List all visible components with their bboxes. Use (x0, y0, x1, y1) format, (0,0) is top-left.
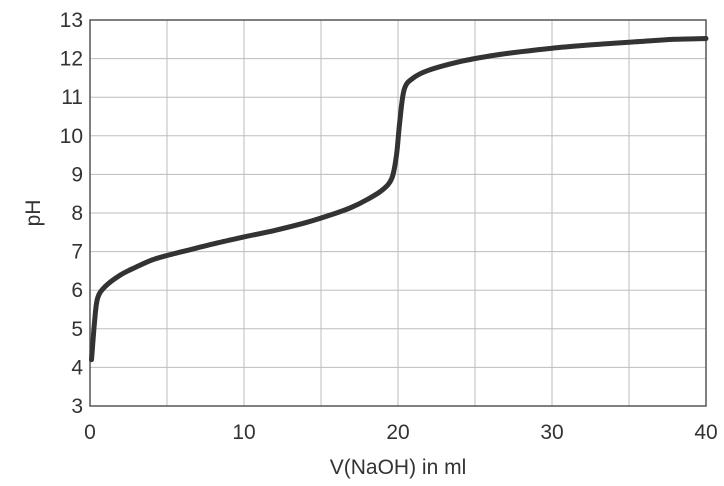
x-axis-label: V(NaOH) in ml (330, 456, 467, 479)
y-tick-label: 6 (71, 279, 83, 302)
y-tick-label: 4 (71, 356, 83, 379)
y-tick-label: 11 (61, 86, 83, 109)
y-tick-label: 10 (60, 125, 83, 148)
y-axis-label: pH (22, 200, 45, 227)
series-layer (89, 36, 709, 363)
y-tick-label: 9 (71, 163, 83, 186)
x-tick-label: 10 (232, 421, 255, 444)
x-tick-label: 0 (84, 421, 96, 444)
gridlines (90, 20, 706, 406)
y-tick-label: 12 (60, 48, 83, 71)
y-tick-label: 7 (71, 241, 83, 264)
y-tick-label: 3 (71, 395, 83, 418)
x-tick-label: 30 (540, 421, 563, 444)
y-axis-tick-labels: 3 4 5 6 7 8 9 10 11 12 13 (60, 9, 84, 418)
plot-frame (89, 19, 707, 407)
x-axis-tick-labels: 0 10 20 30 40 (84, 421, 718, 444)
titration-curve-line (89, 36, 709, 363)
x-tick-label: 20 (386, 421, 409, 444)
y-tick-label: 5 (71, 318, 83, 341)
y-tick-label: 13 (60, 9, 83, 32)
x-tick-label: 40 (694, 421, 717, 444)
y-tick-label: 8 (71, 202, 83, 225)
